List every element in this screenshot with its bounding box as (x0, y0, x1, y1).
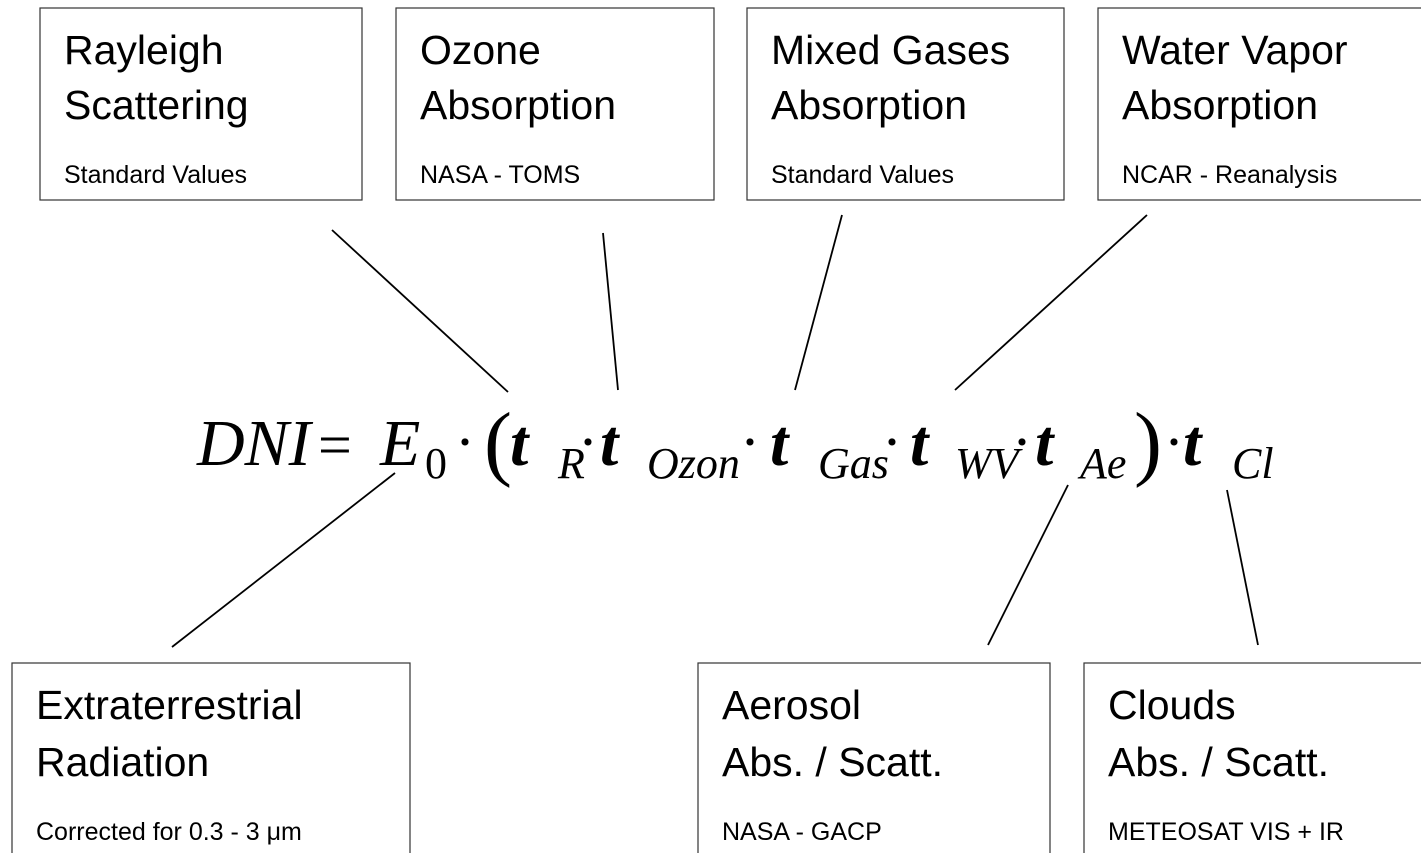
box-title: Abs. / Scatt. (1108, 739, 1329, 785)
connector (171, 472, 396, 648)
eq-open: ( (484, 396, 512, 489)
box-frame (395, 7, 715, 201)
box-title: Mixed Gases (771, 27, 1010, 73)
box-title: Scattering (64, 82, 249, 128)
box-title: Aerosol (722, 682, 861, 728)
eq-close: ) (1134, 396, 1162, 489)
box-frame (39, 7, 363, 201)
connector (794, 214, 843, 391)
source-box: Rayleigh Scattering Standard Values (39, 7, 363, 201)
eq-equals: = (318, 412, 352, 478)
eq-lhs: DNI (196, 407, 314, 480)
box-source: NASA - GACP (722, 818, 882, 846)
box-title: Rayleigh (64, 27, 224, 73)
box-source: NCAR - Reanalysis (1122, 161, 1337, 189)
box-title: Abs. / Scatt. (722, 739, 943, 785)
box-source: METEOSAT VIS + IR (1108, 818, 1344, 846)
eq-symbol: t (510, 407, 530, 480)
box-title: Extraterrestrial (36, 682, 303, 728)
box-source: Standard Values (771, 161, 954, 189)
connector (987, 484, 1069, 646)
eq-e-sub: 0 (425, 439, 447, 488)
eq-e: E (379, 407, 420, 480)
eq-symbol: t (600, 407, 620, 480)
box-source: Standard Values (64, 161, 247, 189)
eq-subscript: R (557, 439, 585, 488)
eq-subscript: Ae (1077, 439, 1126, 488)
eq-dot: · (578, 409, 598, 475)
box-frame (1083, 662, 1421, 853)
eq-subscript: Gas (818, 439, 889, 488)
connector (602, 232, 619, 391)
eq-dot: · (740, 409, 760, 475)
box-title: Ozone (420, 27, 541, 73)
box-frame (746, 7, 1065, 201)
box-title: Absorption (1122, 82, 1318, 128)
connector (331, 229, 509, 393)
eq-subscript: Ozon (647, 439, 740, 488)
box-frame (1097, 7, 1421, 201)
box-title: Absorption (420, 82, 616, 128)
eq-subscript: Cl (1232, 439, 1274, 488)
connectors (171, 214, 1259, 648)
box-frame (697, 662, 1051, 853)
eq-dot: · (455, 409, 475, 475)
eq-symbol: t (770, 407, 790, 480)
eq-symbol: t (910, 407, 930, 480)
source-box: Aerosol Abs. / Scatt. NASA - GACP (697, 662, 1051, 853)
connector (1226, 489, 1259, 646)
eq-dot: · (1012, 409, 1032, 475)
eq-dot: · (1164, 409, 1184, 475)
boxes: Rayleigh Scattering Standard Values Ozone Ab… (11, 7, 1421, 853)
box-title: Clouds (1108, 682, 1236, 728)
connector (954, 214, 1148, 391)
eq-dot: · (882, 409, 902, 475)
eq-symbol: t (1035, 407, 1055, 480)
box-frame (11, 662, 411, 853)
box-source: Corrected for 0.3 - 3 μm (36, 818, 302, 846)
box-title: Water Vapor (1122, 27, 1348, 73)
eq-symbol: t (1183, 407, 1203, 480)
eq-subscript: WV (955, 439, 1024, 488)
source-box: Water Vapor Absorption NCAR - Reanalysis (1097, 7, 1421, 201)
source-box: Clouds Abs. / Scatt. METEOSAT VIS + IR (1083, 662, 1421, 853)
box-title: Radiation (36, 739, 209, 785)
box-title: Absorption (771, 82, 967, 128)
source-box: Mixed Gases Absorption Standard Values (746, 7, 1065, 201)
source-box: Extraterrestrial Radiation Corrected for 0… (11, 662, 411, 853)
source-box: Ozone Absorption NASA - TOMS (395, 7, 715, 201)
box-source: NASA - TOMS (420, 161, 580, 189)
